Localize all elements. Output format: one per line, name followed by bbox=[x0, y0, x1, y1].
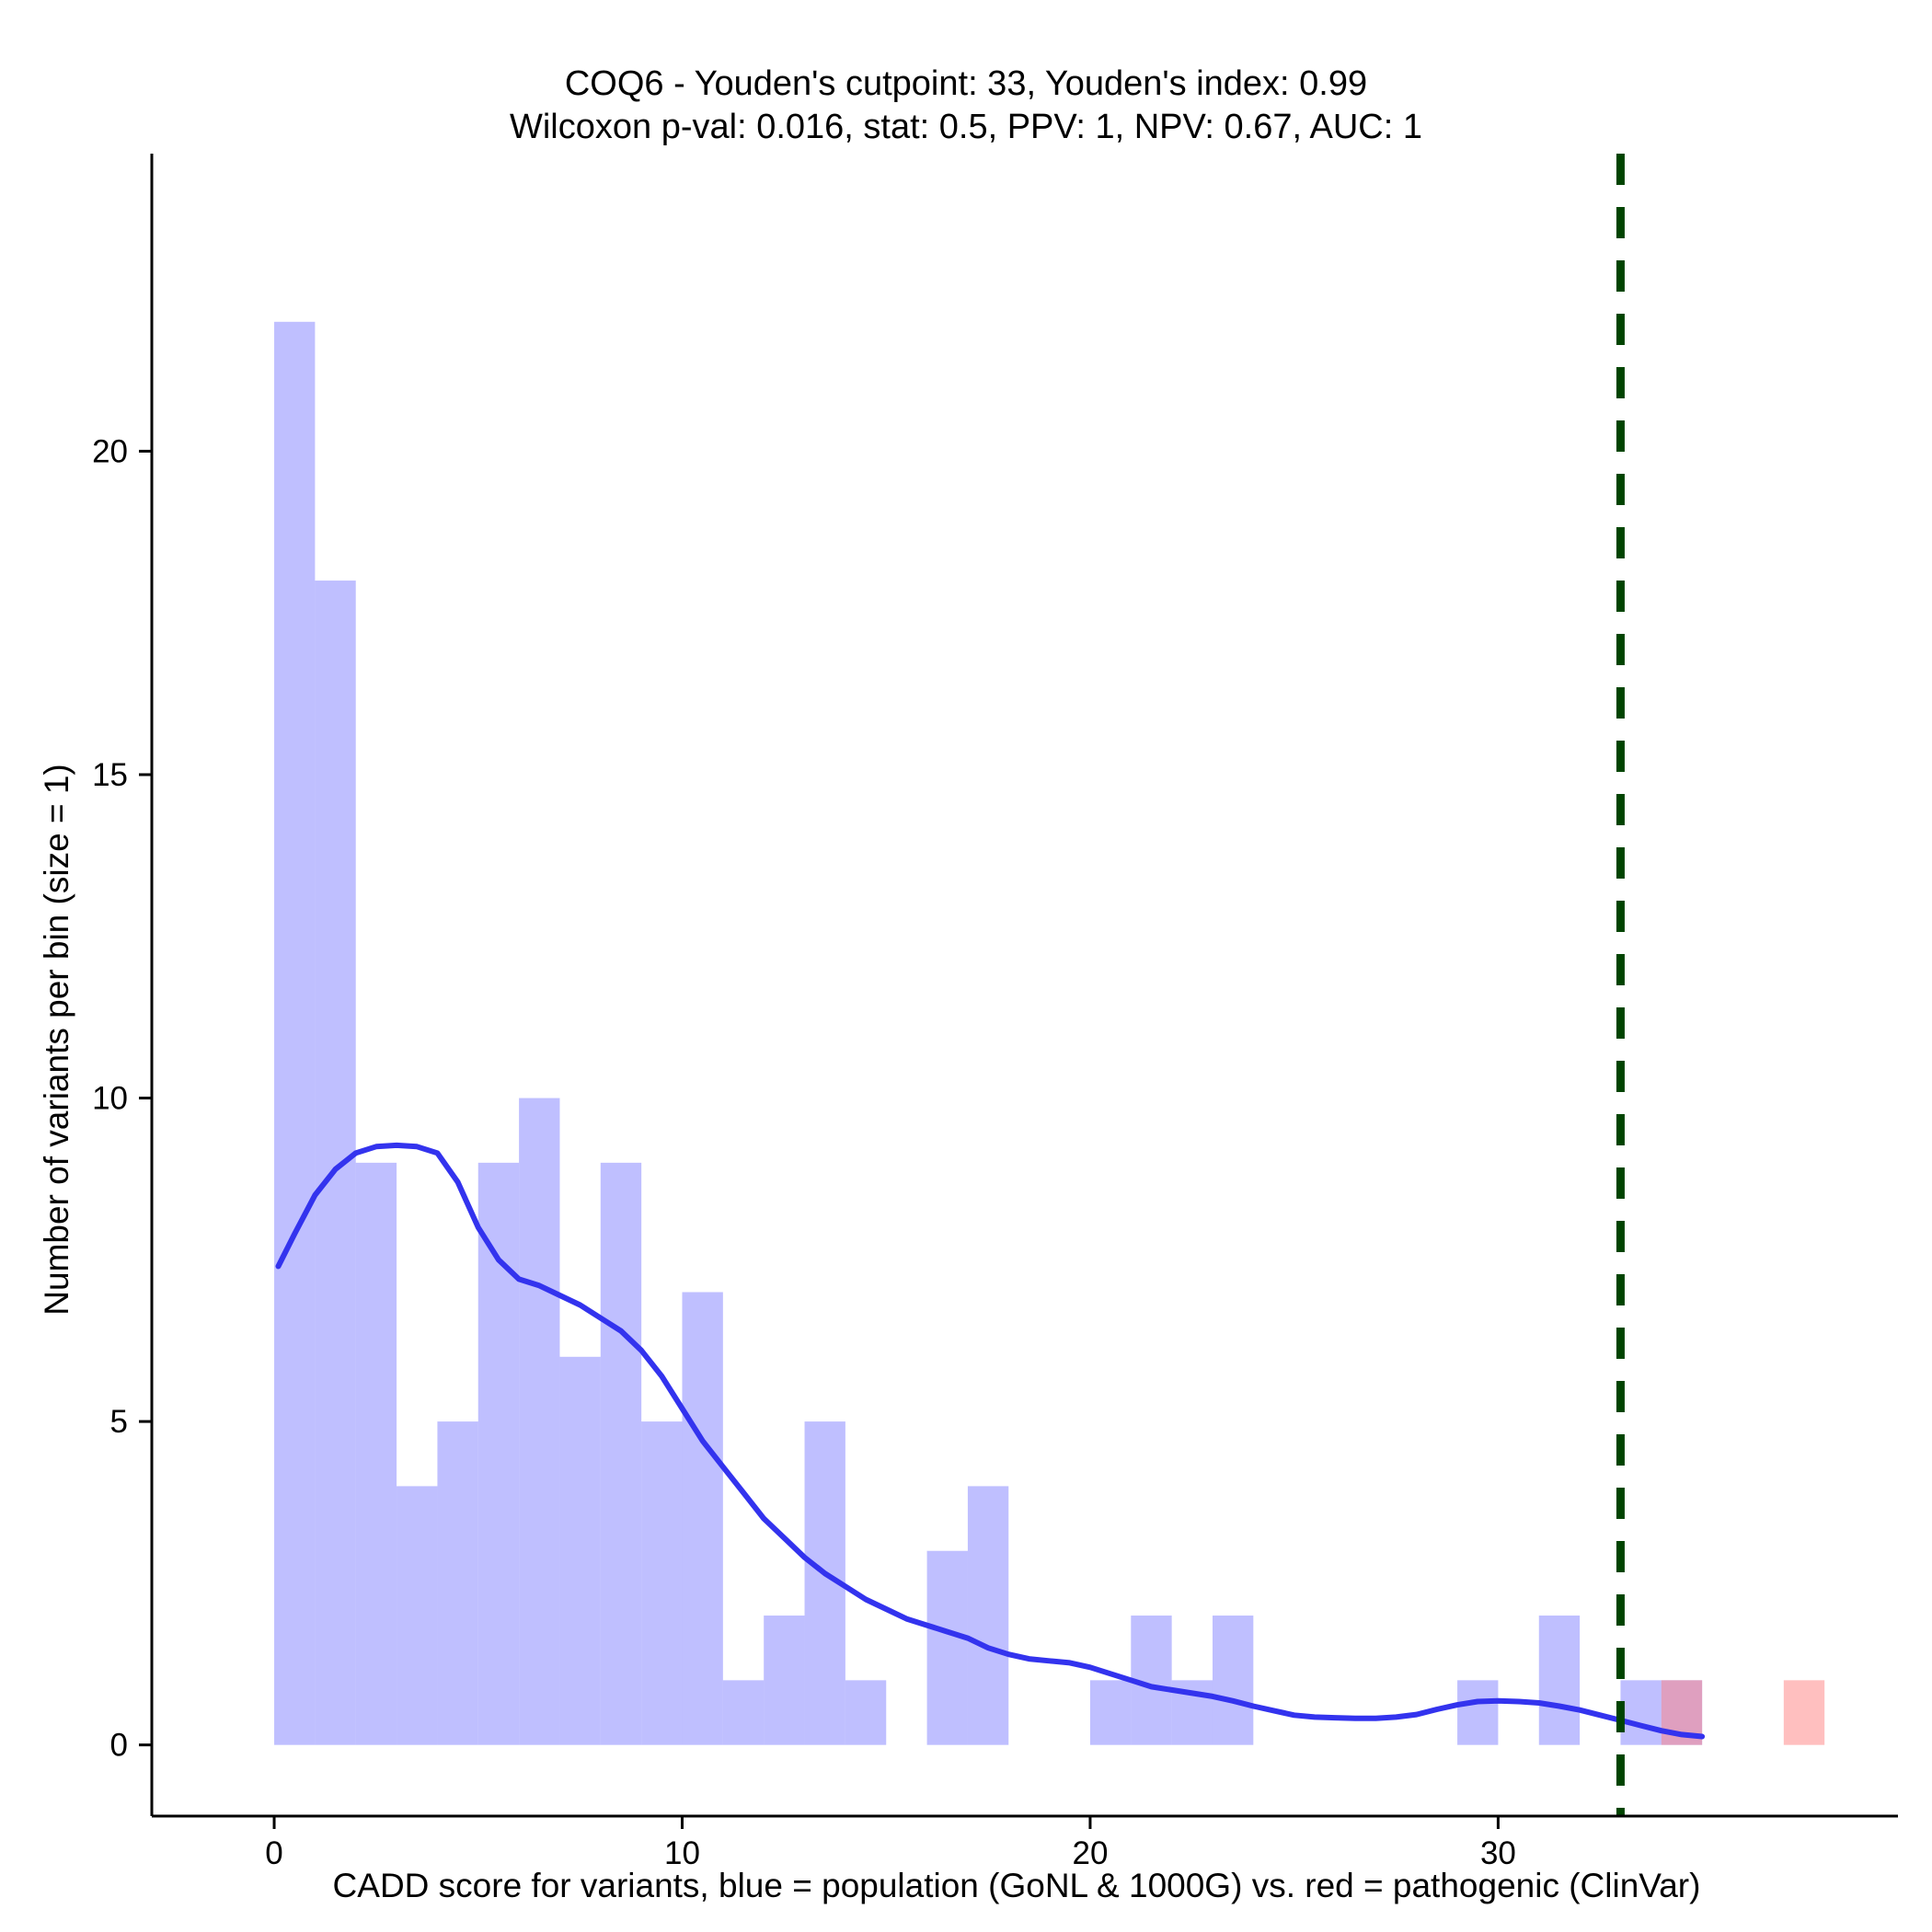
population-bar-9 bbox=[641, 1421, 683, 1745]
population-bar-0 bbox=[274, 321, 316, 1745]
y-tick-label-0: 0 bbox=[110, 1728, 128, 1764]
population-bar-5 bbox=[477, 1162, 520, 1745]
x-axis-ticks: 0 10 20 30 bbox=[265, 1816, 1516, 1871]
pathogenic-bar-37 bbox=[1783, 1680, 1825, 1745]
population-bar-23 bbox=[1212, 1616, 1254, 1745]
y-tick-label-15: 15 bbox=[92, 757, 128, 793]
population-bar-16 bbox=[926, 1550, 968, 1745]
population-bar-31 bbox=[1538, 1616, 1581, 1745]
y-axis-label: Number of variants per bin (size = 1) bbox=[38, 764, 75, 1315]
chart-title: COQ6 - Youden's cutpoint: 33, Youden's i… bbox=[565, 64, 1367, 103]
population-bars bbox=[274, 321, 1703, 1745]
population-bar-2 bbox=[355, 1162, 397, 1745]
population-bar-33 bbox=[1620, 1680, 1662, 1745]
population-bar-4 bbox=[437, 1421, 478, 1745]
chart-subtitle: Wilcoxon p-val: 0.016, stat: 0.5, PPV: 1… bbox=[510, 108, 1422, 146]
y-tick-label-10: 10 bbox=[92, 1081, 128, 1117]
x-axis-label: CADD score for variants, blue = populati… bbox=[333, 1867, 1701, 1904]
population-density-curve bbox=[275, 1142, 1706, 1740]
population-bar-8 bbox=[600, 1162, 642, 1745]
x-tick-label-30: 30 bbox=[1480, 1835, 1516, 1871]
y-tick-label-20: 20 bbox=[92, 433, 128, 469]
population-bar-17 bbox=[967, 1486, 1009, 1745]
population-bar-29 bbox=[1457, 1680, 1499, 1745]
x-tick-label-0: 0 bbox=[265, 1835, 282, 1871]
population-bar-14 bbox=[845, 1680, 887, 1745]
population-bar-12 bbox=[764, 1616, 805, 1745]
population-bar-1 bbox=[315, 581, 356, 1745]
population-bar-3 bbox=[397, 1486, 438, 1745]
y-tick-label-5: 5 bbox=[110, 1404, 128, 1440]
y-axis-ticks: 0 5 10 15 20 bbox=[92, 433, 152, 1764]
x-tick-label-20: 20 bbox=[1072, 1835, 1108, 1871]
population-bar-20 bbox=[1089, 1680, 1132, 1745]
population-bar-6 bbox=[519, 1098, 560, 1745]
x-tick-label-10: 10 bbox=[664, 1835, 700, 1871]
population-bar-10 bbox=[682, 1292, 723, 1745]
population-bar-7 bbox=[559, 1356, 601, 1745]
population-bar-11 bbox=[722, 1680, 765, 1745]
